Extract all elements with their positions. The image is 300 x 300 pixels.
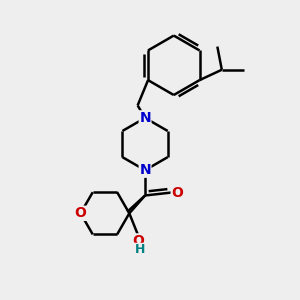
Text: N: N	[139, 111, 151, 125]
Text: N: N	[139, 163, 151, 177]
Text: O: O	[132, 234, 144, 248]
Text: H: H	[134, 243, 145, 256]
Text: O: O	[75, 206, 86, 220]
Text: O: O	[171, 185, 183, 200]
